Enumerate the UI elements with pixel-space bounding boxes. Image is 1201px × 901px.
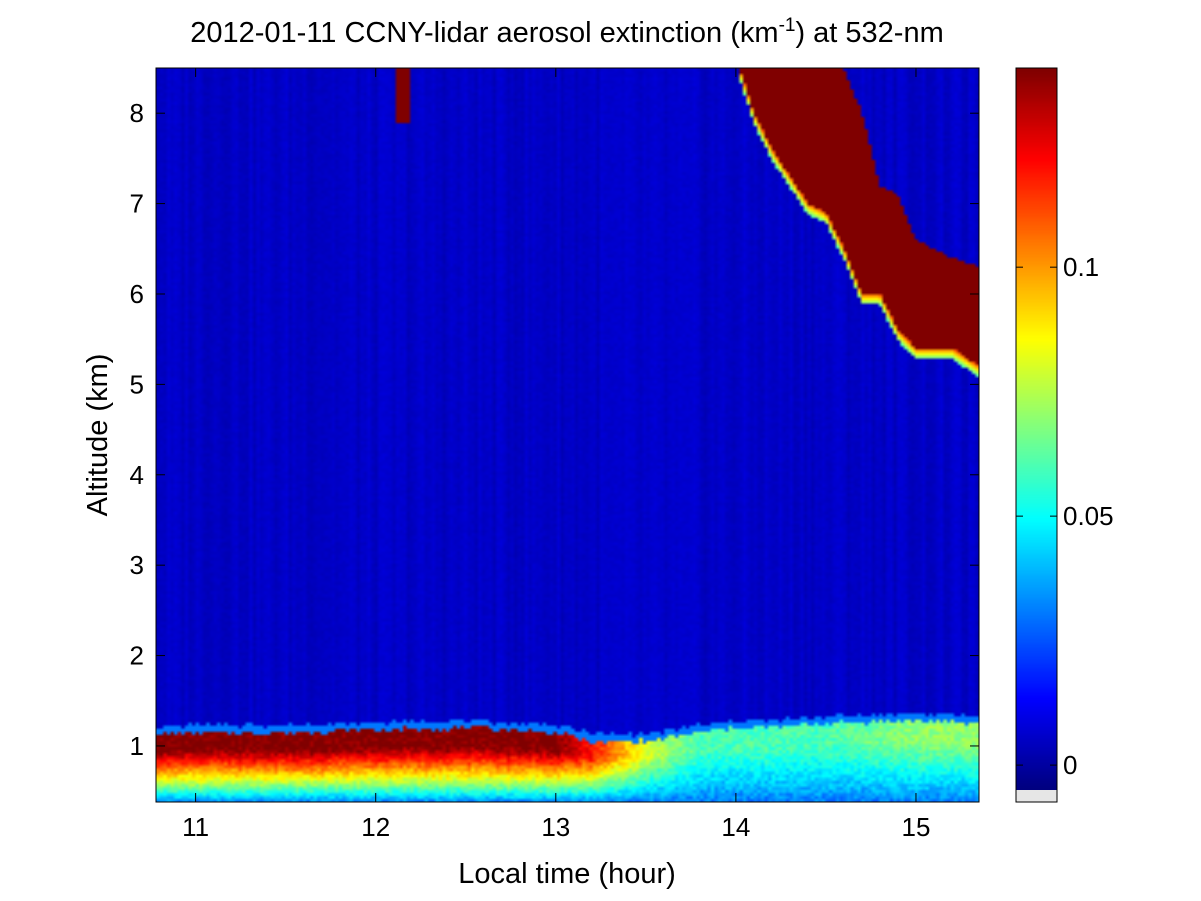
- colorbar-tick-label: 0.1: [1063, 252, 1099, 282]
- x-tick-label: 14: [721, 812, 750, 842]
- y-tick-label: 6: [130, 279, 144, 309]
- y-tick-label: 4: [130, 460, 144, 490]
- colorbar: 0 0.05 0.1: [1015, 67, 1114, 803]
- x-axis-label: Local time (hour): [458, 858, 676, 890]
- extinction-heatmap: [156, 68, 979, 802]
- y-axis: 1 2 3 4 5 6 7 8: [130, 98, 979, 761]
- colorbar-nodata-band: [1016, 790, 1057, 802]
- x-tick-label: 13: [541, 812, 570, 842]
- colorbar-tick-label: 0: [1063, 750, 1077, 780]
- colorbar-ticks: 0 0.05 0.1: [1016, 252, 1114, 780]
- y-axis-label: Altitude (km): [82, 354, 114, 517]
- colorbar-tick-label: 0.05: [1063, 501, 1114, 531]
- y-tick-label: 8: [130, 98, 144, 128]
- colorbar-frame: [1015, 67, 1058, 803]
- colorbar-gradient: [1016, 68, 1057, 790]
- y-tick-label: 5: [130, 369, 144, 399]
- chart-title: 2012-01-11 CCNY-lidar aerosol extinction…: [190, 15, 944, 49]
- y-tick-label: 3: [130, 550, 144, 580]
- y-tick-label: 1: [130, 731, 144, 761]
- y-tick-label: 7: [130, 189, 144, 219]
- x-tick-label: 11: [182, 812, 209, 842]
- x-tick-label: 12: [361, 812, 390, 842]
- plot-frame: [155, 67, 980, 803]
- x-axis: 11 12 13 14 15: [182, 68, 930, 842]
- y-tick-label: 2: [130, 641, 144, 671]
- plot-area: [155, 67, 980, 803]
- x-tick-label: 15: [902, 812, 931, 842]
